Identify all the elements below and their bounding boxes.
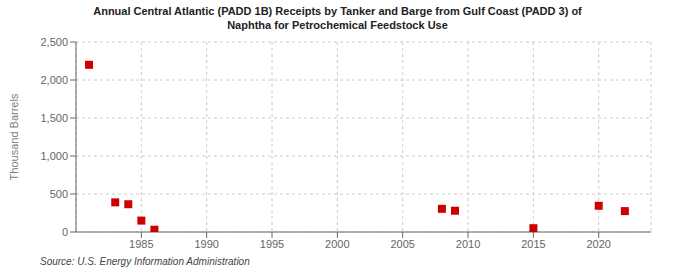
svg-text:2000: 2000 — [325, 238, 349, 250]
svg-text:2,000: 2,000 — [40, 74, 68, 86]
svg-text:1985: 1985 — [129, 238, 153, 250]
svg-text:Thousand Barrels: Thousand Barrels — [8, 93, 20, 180]
svg-text:1,500: 1,500 — [40, 112, 68, 124]
svg-text:2015: 2015 — [521, 238, 545, 250]
html-text:Annual Central Atlantic (PADD: Annual Central Atlantic (PADD 1B) Receip… — [93, 5, 582, 17]
svg-text:2005: 2005 — [390, 238, 414, 250]
svg-text:0: 0 — [62, 226, 68, 238]
svg-text:2,500: 2,500 — [40, 36, 68, 48]
svg-text:1995: 1995 — [260, 238, 284, 250]
svg-text:1,000: 1,000 — [40, 150, 68, 162]
html-text:Naphtha for Petrochemical Feed: Naphtha for Petrochemical Feedstock Use — [227, 19, 448, 31]
svg-text:2020: 2020 — [586, 238, 610, 250]
html-text:Source: U.S. Energy Informatio: Source: U.S. Energy Information Administ… — [40, 256, 250, 267]
svg-text:2010: 2010 — [456, 238, 480, 250]
svg-text:500: 500 — [50, 188, 68, 200]
svg-text:1990: 1990 — [194, 238, 218, 250]
